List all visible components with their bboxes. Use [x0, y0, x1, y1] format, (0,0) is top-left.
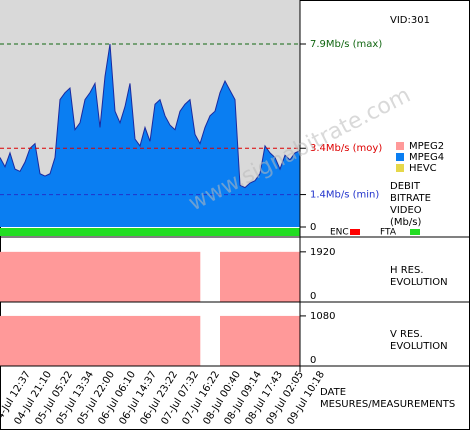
bar	[120, 315, 141, 366]
bar	[220, 315, 241, 366]
flag-label: FTA	[380, 228, 397, 238]
status-bar	[0, 228, 300, 236]
y-axis-title: BITRATE	[390, 193, 431, 204]
y-axis-title: EVOLUTION	[390, 277, 448, 288]
y-axis-title: V RES.	[390, 329, 423, 340]
bar	[260, 315, 281, 366]
bar	[60, 251, 81, 302]
bar	[120, 251, 141, 302]
bar	[0, 251, 21, 302]
y-tick-label: 1.4Mb/s (min)	[310, 190, 379, 201]
bar	[20, 315, 41, 366]
legend-swatch	[396, 153, 404, 161]
y-tick-label: 7.9Mb/s (max)	[310, 39, 382, 50]
bar	[160, 315, 181, 366]
legend-label: MPEG4	[409, 152, 444, 163]
bar	[260, 251, 281, 302]
bar	[280, 251, 301, 302]
y-tick-label: 1080	[310, 311, 335, 322]
bar	[280, 315, 301, 366]
legend-label: HEVC	[409, 163, 437, 174]
y-tick-label: 0	[310, 355, 316, 366]
flag-swatch	[350, 229, 360, 235]
bar	[180, 251, 201, 302]
bar	[140, 251, 161, 302]
y-axis-title: H RES.	[390, 265, 424, 276]
y-axis-title: (Mb/s)	[390, 217, 421, 228]
y-axis-title: VIDEO	[390, 205, 422, 216]
vid-label: VID:301	[390, 15, 430, 26]
bar	[80, 251, 101, 302]
legend-swatch	[396, 164, 404, 172]
y-tick-label: 3.4Mb/s (moy)	[310, 143, 382, 154]
y-tick-label: 1920	[310, 247, 335, 258]
bar	[160, 251, 181, 302]
bar	[40, 315, 61, 366]
bar	[100, 315, 121, 366]
flag-label: ENC	[330, 228, 349, 238]
bar	[140, 315, 161, 366]
bar	[60, 315, 81, 366]
flag-swatch	[410, 229, 420, 235]
x-axis-title: DATE	[320, 387, 346, 398]
legend-swatch	[396, 142, 404, 150]
bar	[240, 251, 261, 302]
bar	[180, 315, 201, 366]
y-tick-label: 0	[310, 291, 316, 302]
legend-label: MPEG2	[409, 141, 444, 152]
bar	[20, 251, 41, 302]
bar	[80, 315, 101, 366]
y-axis-title: EVOLUTION	[390, 341, 448, 352]
y-tick-label: 0	[310, 222, 316, 233]
bar	[100, 251, 121, 302]
bar	[0, 315, 21, 366]
x-axis-title: MESURES/MEASUREMENTS	[320, 399, 455, 410]
y-axis-title: DEBIT	[390, 181, 421, 192]
bar	[220, 251, 241, 302]
bar	[240, 315, 261, 366]
area-fill	[0, 44, 300, 227]
area-line	[0, 43, 301, 189]
bar	[40, 251, 61, 302]
